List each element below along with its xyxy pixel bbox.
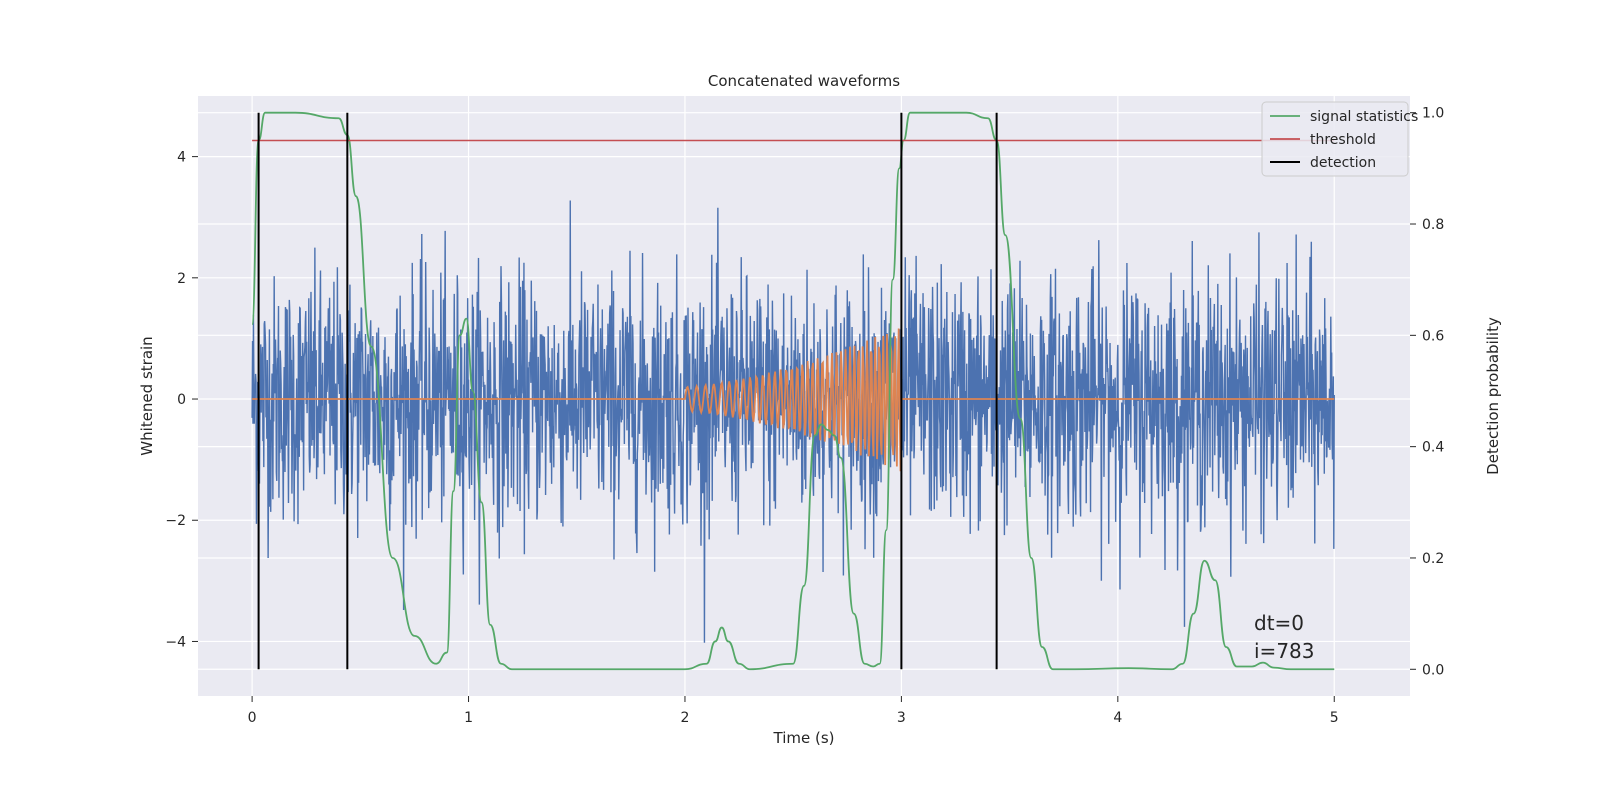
y2-tick-label: 0.0 bbox=[1422, 662, 1444, 678]
signal-statistics-series bbox=[251, 111, 1335, 671]
y-tick-label: −2 bbox=[165, 513, 186, 529]
x-tick-label: 4 bbox=[1113, 710, 1122, 726]
legend-box bbox=[1261, 101, 1409, 177]
signal-statistics-line bbox=[251, 111, 1335, 671]
x-axis-label: Time (s) bbox=[773, 729, 835, 747]
y2-axis-label: Detection probability bbox=[1484, 317, 1502, 475]
y-tick-label: 4 bbox=[177, 150, 186, 166]
y-tick-label: 0 bbox=[177, 392, 186, 408]
annotation-index: i=783 bbox=[1254, 639, 1315, 663]
x-tick-label: 0 bbox=[248, 710, 257, 726]
axis-ticks: 0 1 2 3 4 5 −4 −2 0 2 4 0.0 0.2 0.4 0.6 0.8 1.0 bbox=[165, 106, 1444, 726]
strain-line bbox=[251, 200, 1335, 643]
strain-series bbox=[251, 200, 1335, 643]
template-line bbox=[252, 328, 1335, 472]
annotation-dt: dt=0 bbox=[1254, 611, 1304, 635]
y2-tick-label: 0.6 bbox=[1422, 328, 1444, 344]
legend-label: detection bbox=[1310, 155, 1376, 171]
detection-series bbox=[257, 112, 998, 670]
template-series bbox=[252, 328, 1335, 472]
y2-tick-label: 1.0 bbox=[1422, 106, 1444, 122]
x-tick-label: 2 bbox=[681, 710, 690, 726]
x-tick-label: 1 bbox=[464, 710, 473, 726]
y-tick-label: −4 bbox=[165, 634, 186, 650]
y-axis-label: Whitened strain bbox=[138, 336, 156, 455]
y2-tick-label: 0.2 bbox=[1422, 551, 1444, 567]
x-tick-label: 3 bbox=[897, 710, 906, 726]
chart-title: Concatenated waveforms bbox=[708, 72, 900, 90]
y2-tick-label: 0.4 bbox=[1422, 440, 1444, 456]
y-tick-label: 2 bbox=[177, 271, 186, 287]
y2-tick-label: 0.8 bbox=[1422, 217, 1444, 233]
legend-label: threshold bbox=[1310, 132, 1376, 148]
legend-label: signal statistics bbox=[1310, 109, 1418, 125]
x-tick-label: 5 bbox=[1330, 710, 1339, 726]
legend: signal statistics threshold detection bbox=[1261, 101, 1418, 177]
